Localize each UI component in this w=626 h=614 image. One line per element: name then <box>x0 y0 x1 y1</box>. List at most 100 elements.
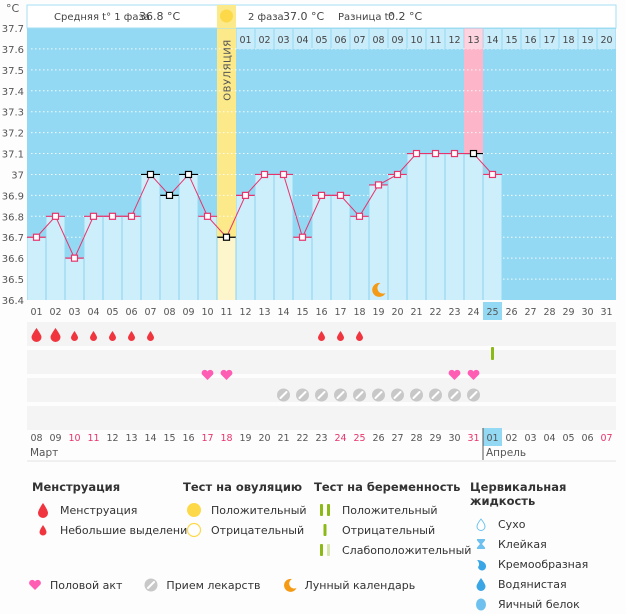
menstruation-light-icon <box>90 331 97 341</box>
legend-title: Тест на беременность <box>314 480 461 494</box>
cycle-day-label: 16 <box>315 307 327 318</box>
phase2-day-cell <box>426 29 445 49</box>
cycle-day-label: 07 <box>144 307 156 318</box>
cycle-day-label: 02 <box>49 307 61 318</box>
calendar-date-label: 23 <box>315 433 327 444</box>
temp-bar <box>84 216 103 300</box>
temperature-point <box>108 212 117 220</box>
phase2-day-cell <box>312 29 331 49</box>
phase2-day-label: 08 <box>372 35 384 46</box>
circle-filled-icon <box>183 502 205 518</box>
pill-stripe <box>279 391 288 399</box>
temperature-point <box>222 233 231 241</box>
cycle-day-label: 23 <box>448 307 460 318</box>
y-tick-label: 37.3 <box>2 108 24 119</box>
calendar-date-label: 31 <box>467 433 479 444</box>
temperature-point <box>317 191 326 199</box>
cycle-day-label: 01 <box>30 307 42 318</box>
calendar-date-label: 04 <box>543 433 555 444</box>
legend-item-preg-weak: Слабоположительный <box>314 540 471 560</box>
pregnancy-test-negative-icon <box>491 347 494 360</box>
phase2-day-label: 15 <box>505 35 517 46</box>
legend-label: Отрицательный <box>211 523 305 537</box>
legend-item-ov-positive: Положительный <box>183 500 307 520</box>
marker-row <box>27 350 616 374</box>
temp-bar <box>236 195 255 300</box>
menstruation-light-icon <box>318 331 325 341</box>
drop-large-icon <box>32 502 54 518</box>
phase2-day-cell <box>540 29 559 49</box>
drop-filled-icon <box>470 577 492 591</box>
month-label: Апрель <box>486 447 526 459</box>
oval-icon <box>470 597 492 611</box>
temperature-point <box>70 254 79 262</box>
cycle-day-label: 11 <box>220 307 232 318</box>
y-tick-label: 37.4 <box>2 87 24 98</box>
calendar-date-label: 14 <box>144 433 156 444</box>
phase2-day-cell <box>388 29 407 49</box>
pill-stripe <box>469 391 478 399</box>
cycle-day-label: 21 <box>410 307 422 318</box>
calendar-date-label: 22 <box>296 433 308 444</box>
legend-cervical: Цервикальная жидкость Сухо Клейкая Кремо… <box>470 480 626 614</box>
pill-stripe <box>393 391 402 399</box>
pill-stripe <box>412 391 421 399</box>
menstruation-heavy-icon <box>50 328 61 342</box>
phase2-day-cell <box>369 29 388 49</box>
phase2-label: 2 фаза <box>248 12 284 23</box>
phase2-day-label: 13 <box>467 35 479 46</box>
phase2-day-label: 20 <box>600 35 612 46</box>
phase2-day-label: 03 <box>277 35 289 46</box>
cycle-day-label: 17 <box>334 307 346 318</box>
legend-label: Сухо <box>498 517 526 531</box>
phase2-day-cell <box>350 29 369 49</box>
cycle-day-label: 28 <box>543 307 555 318</box>
phase2-day-label: 16 <box>524 35 536 46</box>
calendar-date-label: 27 <box>391 433 403 444</box>
legend-item-medication: Прием лекарств <box>144 578 261 592</box>
cycle-day-label: 18 <box>353 307 365 318</box>
temperature-point <box>488 170 497 179</box>
legend-item-watery: Водянистая <box>470 574 626 594</box>
cycle-day-label: 31 <box>600 307 612 318</box>
y-tick-label: 36.9 <box>2 191 24 202</box>
pill-stripe <box>336 391 345 399</box>
creamy-icon <box>470 557 492 571</box>
temperature-point <box>431 149 440 158</box>
temp-bar <box>217 237 236 300</box>
calendar-date-label: 28 <box>410 433 422 444</box>
calendar-date-label: 01 <box>486 433 498 444</box>
phase2-day-label: 06 <box>334 35 346 46</box>
legend-label: Половой акт <box>50 578 123 592</box>
temp-bar <box>331 195 350 300</box>
cycle-day-label: 26 <box>505 307 517 318</box>
pill-stripe <box>317 391 326 399</box>
intercourse-heart-icon <box>448 369 461 380</box>
legend-menstruation: Менструация Менструация Небольшие выделе… <box>32 480 194 540</box>
temperature-point <box>355 212 364 220</box>
y-tick-label: 37.5 <box>2 66 24 77</box>
drop-outline-icon <box>470 517 492 531</box>
temperature-point <box>450 149 459 158</box>
y-tick-label: 37.1 <box>2 150 24 161</box>
temp-bar <box>293 237 312 300</box>
circle-outline-icon <box>183 522 205 538</box>
calendar-date-label: 26 <box>372 433 384 444</box>
menstruation-light-icon <box>109 331 116 341</box>
cycle-day-label: 06 <box>125 307 137 318</box>
temp-bar <box>141 174 160 300</box>
legend-label: Слабоположительный <box>342 543 472 557</box>
phase2-day-label: 18 <box>562 35 574 46</box>
phase2-day-label: 11 <box>429 35 441 46</box>
calendar-date-label: 13 <box>125 433 137 444</box>
phase2-day-label: 10 <box>410 35 422 46</box>
y-axis-unit: °C <box>6 2 20 15</box>
cycle-day-label: 30 <box>581 307 593 318</box>
hourglass-icon <box>470 537 492 551</box>
legend-label: Водянистая <box>498 577 567 591</box>
cycle-day-label: 05 <box>106 307 118 318</box>
calendar-date-label: 03 <box>524 433 536 444</box>
temperature-point <box>241 191 250 199</box>
legend-item-spotting: Небольшие выделения <box>32 520 194 540</box>
legend-item-eggwhite: Яичный белок <box>470 594 626 614</box>
